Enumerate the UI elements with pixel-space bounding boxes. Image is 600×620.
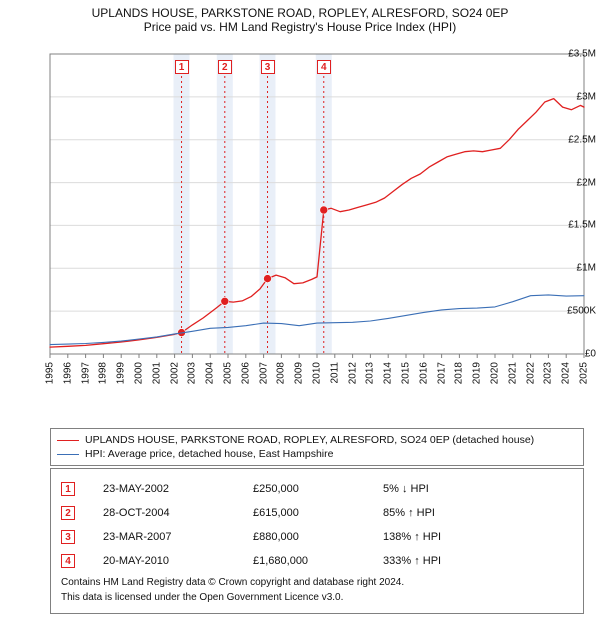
y-tick-label: £2M [554, 177, 600, 188]
y-tick-label: £1M [554, 263, 600, 274]
sale-price: £1,680,000 [253, 555, 383, 567]
sale-price: £615,000 [253, 507, 383, 519]
sale-delta: 333% ↑ HPI [383, 555, 513, 567]
sales-table: 1 23-MAY-2002 £250,000 5% ↓ HPI 2 28-OCT… [50, 468, 584, 614]
x-tick-label: 1996 [62, 362, 73, 384]
sale-date: 20-MAY-2010 [103, 555, 253, 567]
x-tick-label: 2011 [329, 362, 340, 384]
x-tick-label: 2003 [187, 362, 198, 384]
footer-copyright: Contains HM Land Registry data © Crown c… [61, 577, 573, 588]
sale-delta: 138% ↑ HPI [383, 531, 513, 543]
sale-flag-badge: 2 [218, 60, 232, 74]
legend-swatch-property [57, 440, 79, 441]
x-tick-label: 2013 [365, 362, 376, 384]
sale-delta: 5% ↓ HPI [383, 483, 513, 495]
x-tick-label: 2020 [490, 362, 501, 384]
sale-price: £250,000 [253, 483, 383, 495]
x-tick-label: 2007 [258, 362, 269, 384]
chart-area: £0 £500K £1M £1.5M £2M £2.5M £3M £3.5M 1995 1996… [0, 44, 600, 404]
x-tick-label: 1998 [98, 362, 109, 384]
table-row: 3 23-MAR-2007 £880,000 138% ↑ HPI [61, 525, 573, 549]
y-tick-label: £2.5M [554, 134, 600, 145]
x-tick-label: 2022 [525, 362, 536, 384]
x-tick-label: 2014 [383, 362, 394, 384]
x-tick-label: 2017 [436, 362, 447, 384]
title-line-1: UPLANDS HOUSE, PARKSTONE ROAD, ROPLEY, A… [0, 6, 600, 20]
x-tick-label: 2023 [543, 362, 554, 384]
chart-svg [0, 44, 600, 404]
x-tick-label: 1999 [116, 362, 127, 384]
legend: UPLANDS HOUSE, PARKSTONE ROAD, ROPLEY, A… [50, 428, 584, 466]
x-tick-label: 2024 [561, 362, 572, 384]
sale-badge-2: 2 [61, 506, 75, 520]
sale-flag-badge: 1 [175, 60, 189, 74]
sale-date: 23-MAR-2007 [103, 531, 253, 543]
table-row: 4 20-MAY-2010 £1,680,000 333% ↑ HPI [61, 549, 573, 573]
x-tick-label: 2019 [472, 362, 483, 384]
y-tick-label: £1.5M [554, 220, 600, 231]
x-tick-label: 1995 [45, 362, 56, 384]
sale-date: 23-MAY-2002 [103, 483, 253, 495]
x-tick-label: 2025 [579, 362, 590, 384]
legend-item-property: UPLANDS HOUSE, PARKSTONE ROAD, ROPLEY, A… [57, 433, 577, 447]
table-row: 1 23-MAY-2002 £250,000 5% ↓ HPI [61, 477, 573, 501]
x-tick-label: 2000 [134, 362, 145, 384]
sale-badge-3: 3 [61, 530, 75, 544]
legend-label-hpi: HPI: Average price, detached house, East… [85, 447, 333, 461]
legend-item-hpi: HPI: Average price, detached house, East… [57, 447, 577, 461]
sale-flag-badge: 4 [317, 60, 331, 74]
y-tick-label: £500K [554, 306, 600, 317]
x-tick-label: 2021 [507, 362, 518, 384]
page-root: { "title": { "line1": "UPLANDS HOUSE, PA… [0, 0, 600, 620]
x-tick-label: 2008 [276, 362, 287, 384]
x-tick-label: 2005 [223, 362, 234, 384]
sale-badge-1: 1 [61, 482, 75, 496]
y-tick-label: £0 [554, 349, 600, 360]
x-tick-label: 2018 [454, 362, 465, 384]
x-tick-label: 2012 [347, 362, 358, 384]
footer-licence: This data is licensed under the Open Gov… [61, 592, 573, 603]
x-tick-label: 2009 [294, 362, 305, 384]
y-tick-label: £3M [554, 91, 600, 102]
sale-date: 28-OCT-2004 [103, 507, 253, 519]
legend-label-property: UPLANDS HOUSE, PARKSTONE ROAD, ROPLEY, A… [85, 433, 534, 447]
sale-badge-4: 4 [61, 554, 75, 568]
title-line-2: Price paid vs. HM Land Registry's House … [0, 20, 600, 34]
x-tick-label: 1997 [80, 362, 91, 384]
chart-title: UPLANDS HOUSE, PARKSTONE ROAD, ROPLEY, A… [0, 0, 600, 34]
legend-swatch-hpi [57, 454, 79, 455]
sale-flag-badge: 3 [261, 60, 275, 74]
x-tick-label: 2001 [151, 362, 162, 384]
sale-price: £880,000 [253, 531, 383, 543]
x-tick-label: 2006 [240, 362, 251, 384]
x-tick-label: 2004 [205, 362, 216, 384]
sale-delta: 85% ↑ HPI [383, 507, 513, 519]
x-tick-label: 2015 [401, 362, 412, 384]
y-tick-label: £3.5M [554, 49, 600, 60]
x-tick-label: 2002 [169, 362, 180, 384]
table-row: 2 28-OCT-2004 £615,000 85% ↑ HPI [61, 501, 573, 525]
x-tick-label: 2016 [418, 362, 429, 384]
x-tick-label: 2010 [312, 362, 323, 384]
